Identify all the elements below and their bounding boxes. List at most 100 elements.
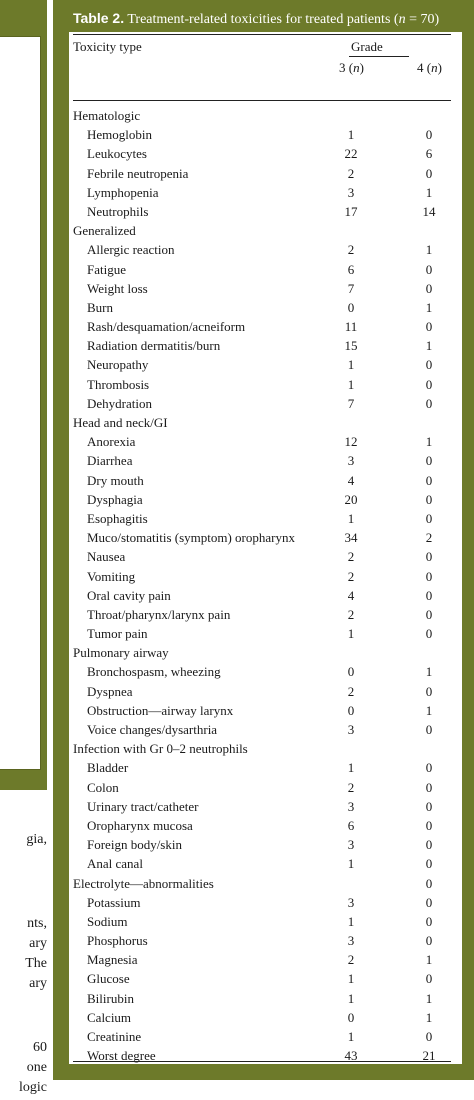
grade-4-value: 0 [425, 933, 433, 949]
grade-3-value: 3 [347, 184, 355, 200]
grade-3-value: 1 [347, 990, 355, 1006]
category-row: Hematologic [69, 106, 462, 125]
header-bottom-rule [73, 100, 451, 101]
table-row: Lymphopenia 3 1 [69, 183, 462, 202]
grade-4-value: 0 [425, 587, 433, 603]
grade-3-value: 1 [347, 510, 355, 526]
grade-4-value: 0 [425, 875, 433, 891]
left-text-line: The [25, 956, 47, 971]
grade-4-value: 1 [425, 434, 433, 450]
table-caption: Table 2. Treatment-related toxicities fo… [73, 8, 439, 30]
grade-4-value: 0 [425, 395, 433, 411]
row-label: Foreign body/skin [87, 837, 182, 853]
row-label: Dry mouth [87, 472, 144, 488]
left-text-line: gia, [26, 832, 47, 847]
table-row: Tumor pain 1 0 [69, 624, 462, 643]
grade-4-value: 0 [425, 894, 433, 910]
grade-3-value: 3 [347, 798, 355, 814]
row-label: Throat/pharynx/larynx pain [87, 606, 231, 622]
table-row: Obstruction—airway larynx 0 1 [69, 701, 462, 720]
grade-4-value: 0 [425, 1029, 433, 1044]
table-row: Bilirubin 1 1 [69, 989, 462, 1008]
grade-4-value: 0 [425, 913, 433, 929]
row-label: Bilirubin [87, 990, 134, 1006]
row-label: Thrombosis [87, 376, 150, 392]
grade-4-value: 0 [425, 165, 433, 181]
row-label: Anorexia [87, 434, 136, 450]
row-label: Glucose [87, 971, 130, 987]
table-row: Dyspnea 2 0 [69, 682, 462, 701]
category-row: Head and neck/GI [69, 413, 462, 432]
table-row: Fatigue 6 0 [69, 260, 462, 279]
table-row: Febrile neutropenia 2 0 [69, 164, 462, 183]
table-row: Throat/pharynx/larynx pain 2 0 [69, 605, 462, 624]
table-row: Burn 0 1 [69, 298, 462, 317]
grade-4-value: 1 [425, 299, 433, 315]
table-row: Potassium 3 0 [69, 893, 462, 912]
grade-3-value: 2 [347, 568, 355, 584]
grade-4-value: 1 [425, 184, 433, 200]
grade-4-value: 0 [425, 261, 433, 277]
table-caption-n: n [398, 12, 406, 27]
toxicity-table: Toxicity type Grade 3 (n) 4 (n) Hematolo… [69, 32, 462, 1064]
grade-4-value: 1 [425, 990, 433, 1006]
table-row: Voice changes/dysarthria 3 0 [69, 720, 462, 739]
grade-3-value: 3 [347, 837, 355, 853]
grade-3-value: 1 [347, 760, 355, 776]
grade-3-value: 17 [344, 203, 358, 219]
table-top-rule [73, 34, 451, 35]
table-row: Nausea 2 0 [69, 547, 462, 566]
row-label: Oropharynx mucosa [87, 817, 193, 833]
grade-4-value: 0 [425, 472, 433, 488]
table-caption-label: Table 2. [73, 10, 125, 26]
grade-4-value: 1 [425, 242, 433, 258]
grade-3-value: 15 [344, 338, 358, 354]
table-body: Hematologic Hemoglobin 1 0 Leukocytes 22 6 Febr… [69, 106, 462, 1065]
grade-3-value: 2 [347, 952, 355, 968]
table-row: Dry mouth 4 0 [69, 471, 462, 490]
row-label: Generalized [73, 223, 136, 239]
table-row: Oropharynx mucosa 6 0 [69, 816, 462, 835]
row-label: Potassium [87, 894, 141, 910]
left-text-line: nts, [27, 916, 47, 931]
grade-underline [349, 56, 409, 57]
grade-4-value: 0 [425, 626, 433, 642]
row-label: Diarrhea [87, 453, 133, 469]
table-row: Radiation dermatitis/burn 15 1 [69, 336, 462, 355]
grade-3-value: 2 [347, 683, 355, 699]
grade-4-value: 0 [425, 491, 433, 507]
table-row: Foreign body/skin 3 0 [69, 835, 462, 854]
category-row: Generalized [69, 221, 462, 240]
row-label: Infection with Gr 0–2 neutrophils [73, 741, 248, 757]
grade-3-value: 1 [347, 913, 355, 929]
row-label: Febrile neutropenia [87, 165, 189, 181]
grade-3-value: 2 [347, 242, 355, 258]
grade-3-value: 1 [347, 127, 355, 143]
row-label: Anal canal [87, 856, 143, 872]
grade-4-value: 6 [425, 146, 433, 162]
left-text-line: logic [19, 1080, 47, 1095]
grade-3-value: 2 [347, 606, 355, 622]
row-label: Muco/stomatitis (symptom) oropharynx [87, 530, 295, 546]
grade-4-value: 0 [425, 683, 433, 699]
row-label: Hemoglobin [87, 127, 152, 143]
grade-3-value: 1 [347, 971, 355, 987]
grade-4-value: 0 [425, 817, 433, 833]
row-label: Pulmonary airway [73, 645, 169, 661]
row-label: Colon [87, 779, 119, 795]
grade-3-value: 6 [347, 817, 355, 833]
grade-4-value: 0 [425, 837, 433, 853]
row-label: Weight loss [87, 280, 148, 296]
grade-4-value: 0 [425, 568, 433, 584]
row-label: Hematologic [73, 108, 141, 123]
grade-3-value: 1 [347, 1029, 355, 1044]
table-row: Oral cavity pain 4 0 [69, 586, 462, 605]
grade-4-value: 0 [425, 549, 433, 565]
grade-4-value: 0 [425, 971, 433, 987]
table-caption-tail: = 70) [405, 12, 440, 27]
table-row: Weight loss 7 0 [69, 279, 462, 298]
row-label: Oral cavity pain [87, 587, 171, 603]
grade-3-value: 0 [347, 299, 355, 315]
table-row: Calcium 0 1 [69, 1008, 462, 1027]
grade-4-value: 1 [425, 338, 433, 354]
